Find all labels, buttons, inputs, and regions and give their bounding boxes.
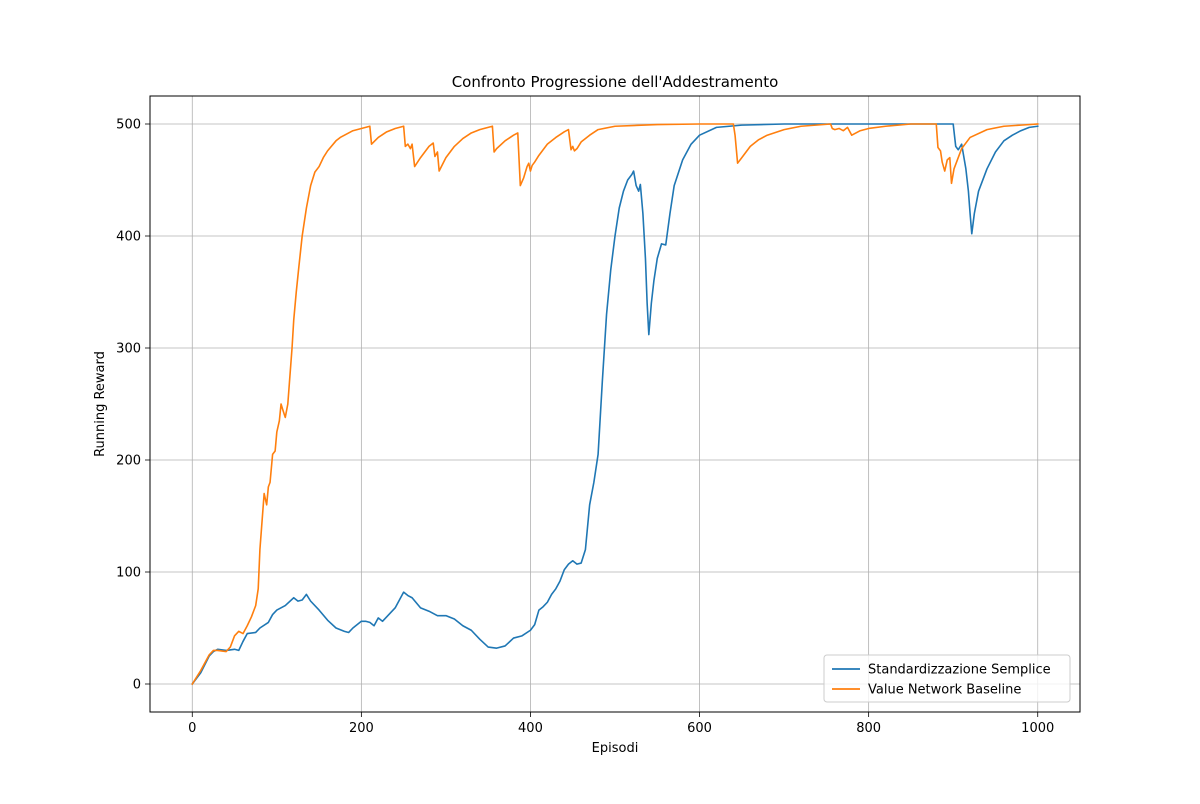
y-tick-label: 100 [116,566,141,581]
x-tick-label: 600 [687,721,712,736]
x-axis-label: Episodi [592,741,639,756]
ticks: 0 200 400 600 800 1000 0 100 200 300 400 500 [116,118,1054,737]
legend: Standardizzazione Semplice Value Network … [823,654,1071,703]
y-axis-label: Running Reward [93,351,108,457]
x-tick-label: 0 [188,721,196,736]
plot-lines [191,123,1039,686]
axes-frame [149,95,1081,713]
x-tick-label: 1000 [1021,721,1054,736]
legend-box [823,654,1071,703]
legend-label-2: Value Network Baseline [868,683,1021,698]
y-tick-label: 300 [116,342,141,357]
series-line-2 [191,123,1039,686]
y-tick-label: 400 [116,230,141,245]
legend-label-1: Standardizzazione Semplice [868,663,1051,678]
chart-title: Confronto Progressione dell'Addestrament… [452,73,779,91]
x-tick-label: 800 [856,721,881,736]
x-tick-label: 200 [349,721,374,736]
y-tick-label: 500 [116,118,141,133]
series-line-1 [191,123,1039,686]
y-tick-label: 200 [116,454,141,469]
x-tick-label: 400 [518,721,543,736]
y-tick-label: 0 [133,678,141,693]
